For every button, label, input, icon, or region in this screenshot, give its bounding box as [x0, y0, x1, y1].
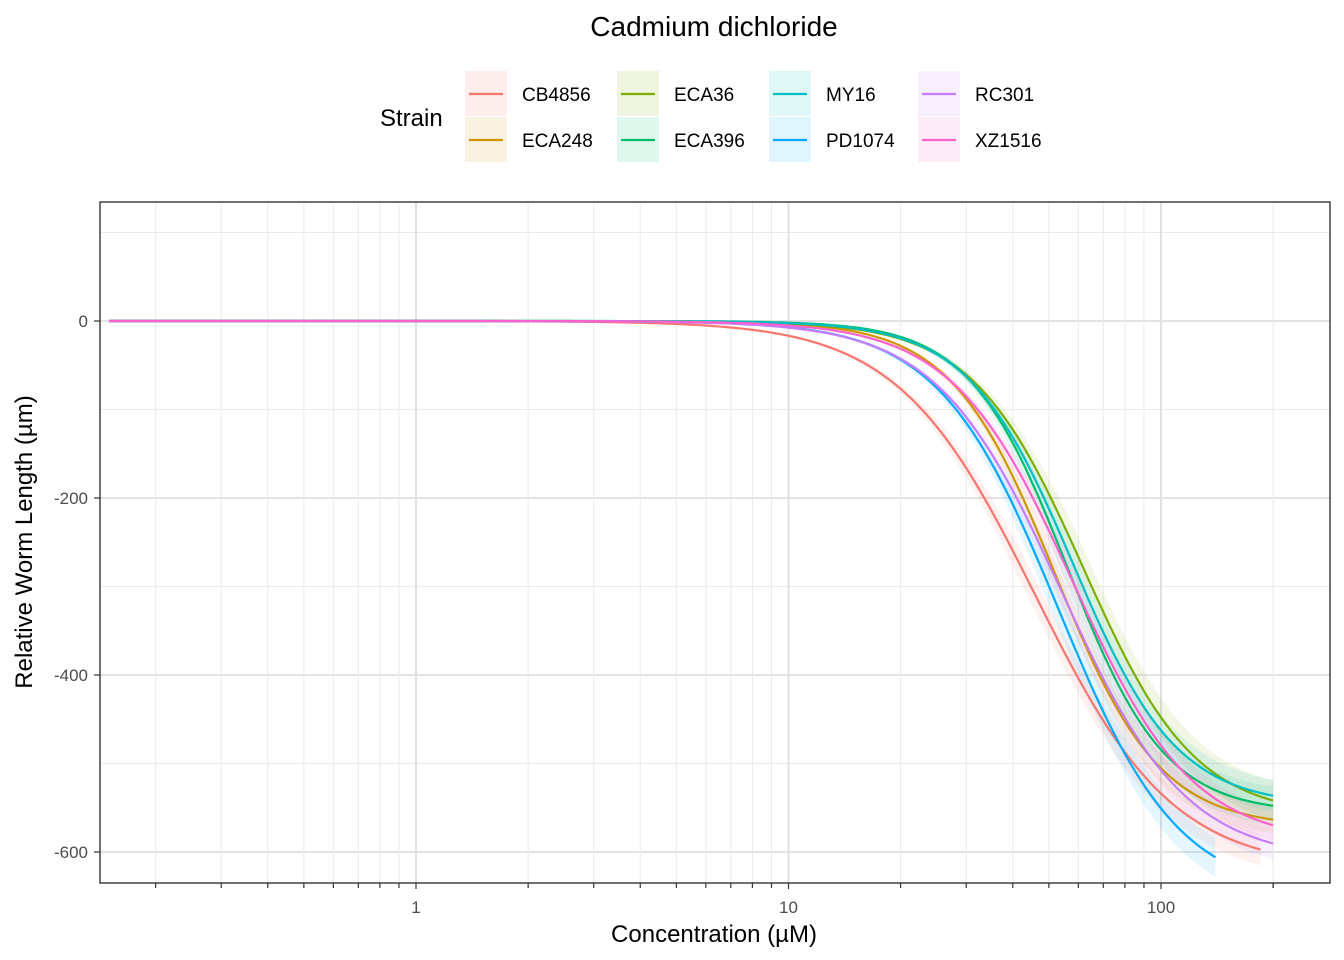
y-axis: 0 -200 -400 -600 — [54, 312, 100, 862]
chart-title: Cadmium dichloride — [590, 11, 837, 42]
x-axis-title: Concentration (µM) — [611, 921, 817, 948]
x-tick-label: 10 — [779, 898, 798, 917]
legend-label: RC301 — [975, 85, 1034, 106]
y-axis-title: Relative Worm Length (µm) — [11, 395, 38, 688]
confidence-bands — [109, 321, 1274, 877]
legend-label: ECA36 — [674, 85, 734, 106]
legend-label: XZ1516 — [975, 131, 1042, 152]
plot-border — [99, 201, 1331, 884]
y-tick-label: -200 — [54, 489, 88, 508]
y-tick-label: 0 — [79, 312, 88, 331]
grid — [100, 202, 1330, 883]
series-line-xz1516 — [109, 319, 1274, 827]
legend-label: PD1074 — [826, 131, 895, 152]
legend-label: CB4856 — [522, 85, 591, 106]
confidence-band-cb4856 — [109, 321, 1261, 866]
legend-label: ECA396 — [674, 131, 745, 152]
legend: Strain CB4856 ECA248 ECA36 ECA396 MY16 PD1074… — [380, 71, 1042, 162]
x-tick-label: 1 — [411, 898, 420, 917]
x-tick-label: 100 — [1147, 898, 1175, 917]
x-axis: 1 10 100 — [155, 883, 1274, 917]
legend-label: MY16 — [826, 85, 876, 106]
y-tick-label: -600 — [54, 843, 88, 862]
plot-panel — [99, 201, 1331, 884]
y-tick-label: -400 — [54, 666, 88, 685]
legend-label: ECA248 — [522, 131, 593, 152]
legend-title: Strain — [380, 105, 443, 132]
series-lines — [109, 319, 1274, 859]
